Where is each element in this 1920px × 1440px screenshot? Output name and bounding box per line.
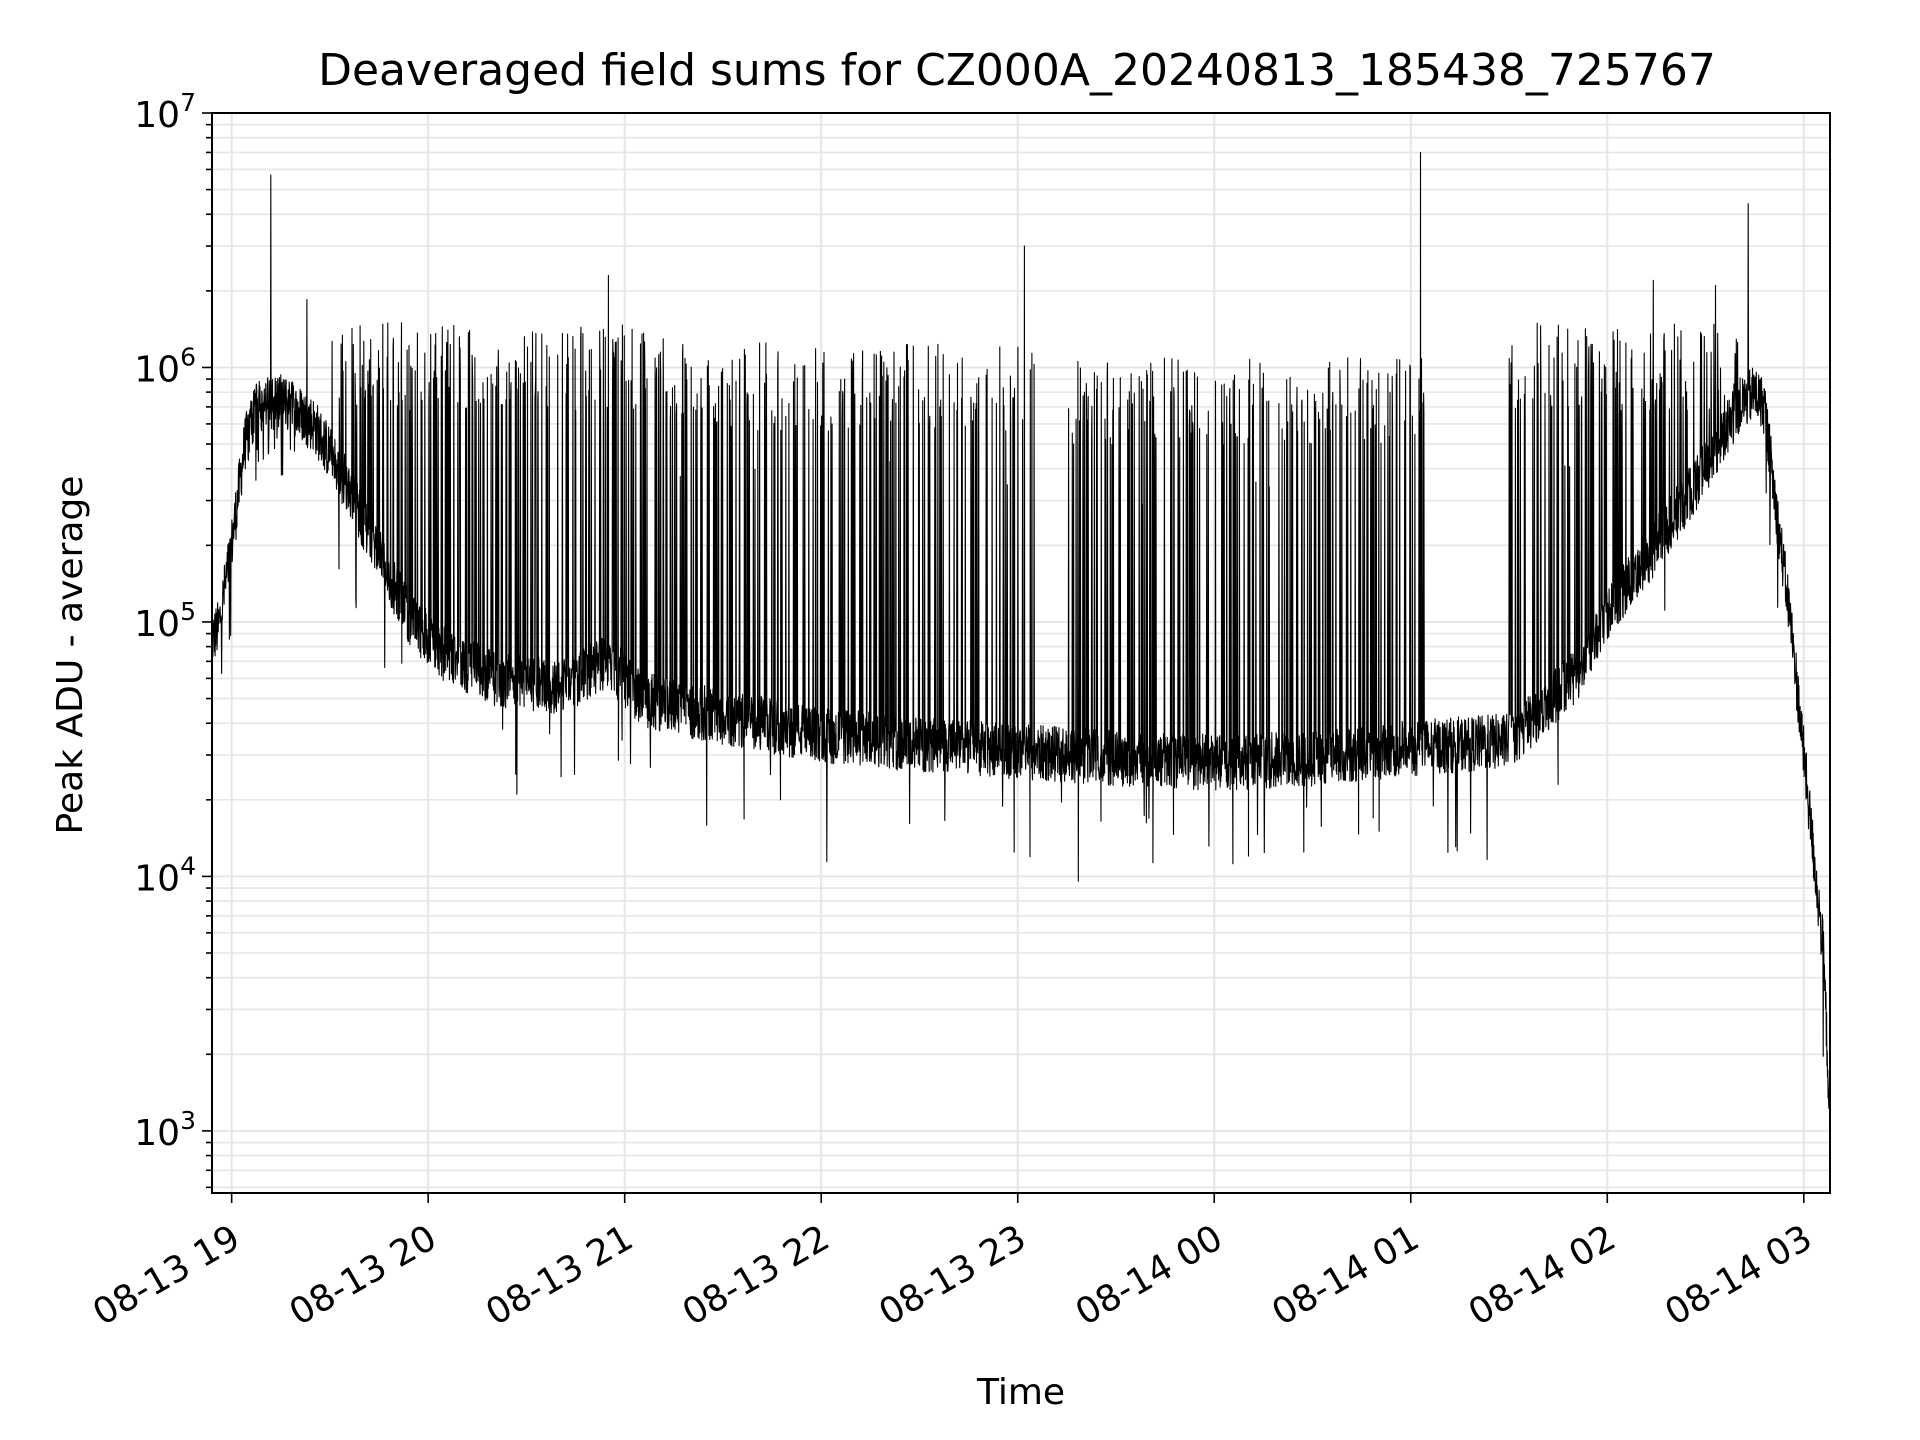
chart-title: Deaveraged field sums for CZ000A_2024081… bbox=[318, 45, 1716, 96]
grid bbox=[212, 112, 1830, 1193]
y-axis-label: Peak ADU - average bbox=[50, 476, 91, 835]
series-layer bbox=[212, 151, 1830, 1121]
y-tick-label: 104 bbox=[134, 851, 196, 899]
x-axis-label: Time bbox=[976, 1372, 1065, 1413]
y-tick-label: 103 bbox=[134, 1106, 196, 1154]
y-tick-label: 105 bbox=[134, 597, 196, 645]
y-tick-label: 107 bbox=[134, 88, 196, 136]
plot-frame bbox=[211, 112, 1831, 1194]
series-line bbox=[212, 151, 1830, 1121]
y-axis: 103 104 105 106 107 bbox=[134, 88, 212, 1189]
y-tick-label: 106 bbox=[134, 342, 196, 390]
